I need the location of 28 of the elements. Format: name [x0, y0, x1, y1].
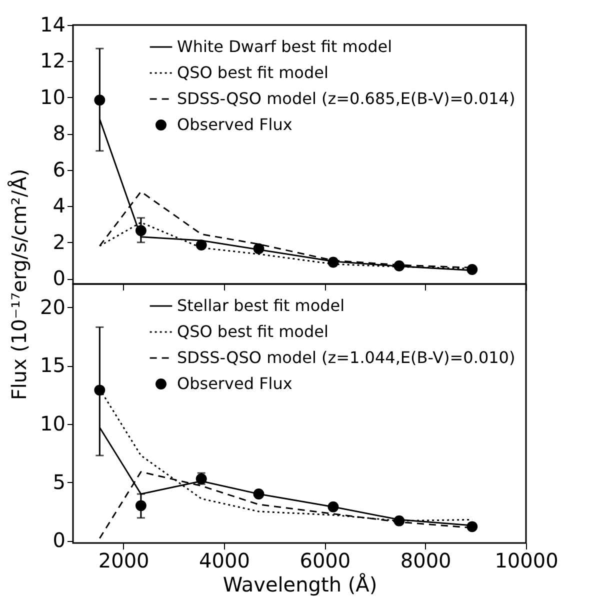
x-tick-label: 10000: [494, 548, 558, 572]
legend-label: White Dwarf best fit model: [177, 37, 392, 56]
legend-label: QSO best fit model: [177, 63, 328, 82]
y-tick-label: 20: [40, 294, 66, 319]
y-tick-label: 14: [40, 12, 66, 36]
x-axis-title: Wavelength (Å): [222, 572, 378, 596]
legend-label: Observed Flux: [177, 374, 292, 393]
legend-label: Stellar best fit model: [177, 296, 345, 315]
legend-label: SDSS-QSO model (z=1.044,E(B-V)=0.010): [177, 348, 516, 367]
y-tick-label: 8: [52, 121, 66, 146]
legend-label: QSO best fit model: [177, 322, 328, 341]
y-axis-title: Flux (10⁻¹⁷erg/s/cm²/Å): [7, 168, 32, 400]
legend-label: SDSS-QSO model (z=0.685,E(B-V)=0.014): [177, 89, 516, 108]
y-tick-label: 5: [52, 470, 66, 494]
x-tick-label: 2000: [98, 548, 150, 572]
x-tick-label: 8000: [400, 548, 452, 572]
legend-label: Observed Flux: [177, 115, 292, 134]
y-tick-label: 15: [40, 353, 66, 378]
x-tick-label: 6000: [300, 548, 351, 572]
y-tick-label: 10: [40, 412, 66, 436]
y-tick-label: 10: [40, 84, 66, 109]
y-tick-label: 4: [52, 194, 66, 218]
x-tick-label: 4000: [199, 548, 250, 572]
y-tick-label: 0: [52, 266, 66, 290]
y-tick-label: 6: [52, 157, 66, 182]
y-tick-label: 12: [40, 48, 66, 73]
y-tick-label: 2: [52, 230, 66, 254]
y-tick-label: 0: [52, 528, 66, 552]
